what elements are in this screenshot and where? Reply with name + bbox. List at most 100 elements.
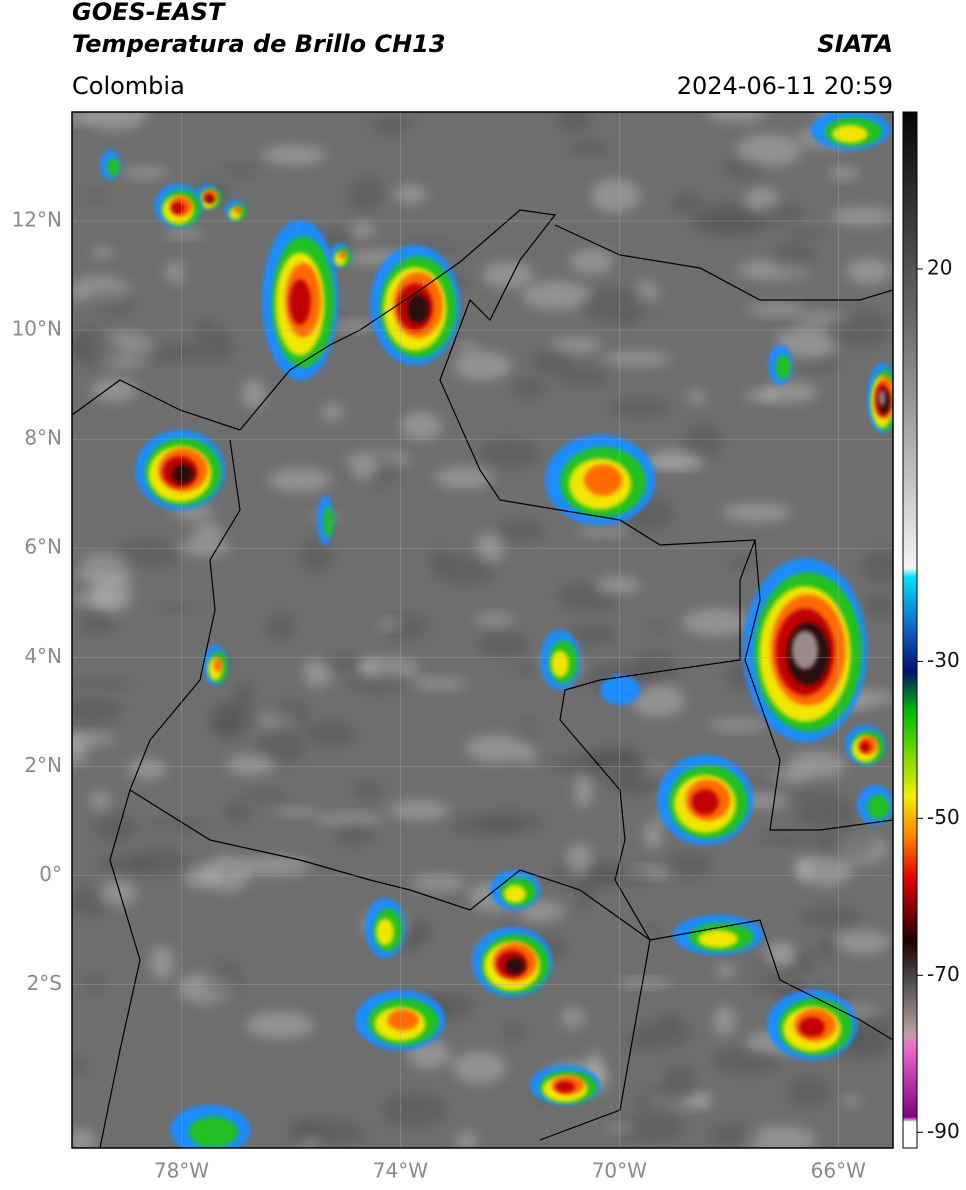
cloud [568, 141, 610, 156]
cloud [411, 875, 467, 891]
cloud [435, 555, 499, 585]
convective-cell [878, 390, 886, 406]
cloud [845, 258, 893, 284]
cloud [521, 721, 539, 734]
cloud [794, 857, 811, 880]
satellite-image [72, 112, 893, 1148]
cloud [828, 166, 860, 180]
cloud [482, 261, 534, 288]
cloud [616, 978, 673, 988]
lat-tick-label: 8°N [24, 426, 62, 450]
cloud [670, 193, 704, 213]
cloud [511, 378, 548, 398]
cloud [618, 315, 636, 325]
cloud [475, 531, 504, 566]
colorbar-tick-label: -90 [927, 1119, 960, 1143]
map-frame [71, 111, 894, 1149]
convective-cell [698, 930, 738, 948]
cloud [205, 962, 242, 998]
cloud [776, 327, 838, 359]
cloud [456, 1131, 477, 1148]
cloud [635, 1020, 692, 1048]
cloud [799, 907, 862, 928]
cloud [751, 979, 805, 991]
cloud [692, 1093, 714, 1107]
cloud [792, 360, 845, 370]
cloud [315, 813, 384, 826]
colorbar-tick-label: 20 [927, 255, 952, 279]
cloud [649, 622, 668, 634]
cloud [452, 1051, 507, 1084]
cloud [560, 1007, 585, 1029]
cloud [149, 945, 175, 980]
cloud [191, 523, 225, 542]
cloud [165, 261, 185, 284]
cloud [557, 367, 611, 386]
cloud [569, 624, 618, 645]
border [539, 939, 651, 1141]
cloud [453, 350, 512, 381]
convective-cell [188, 1116, 238, 1148]
cloud [618, 1114, 686, 1142]
cloud [207, 329, 232, 348]
cloud [457, 342, 477, 352]
cloud [787, 751, 847, 778]
convective-cell [208, 197, 214, 203]
convective-cell [289, 279, 311, 325]
lon-tick-label: 70°W [592, 1159, 647, 1183]
cloud [154, 603, 201, 612]
convective-cell [376, 918, 394, 946]
cloud [387, 800, 451, 820]
cloud [275, 808, 320, 817]
cloud [610, 399, 669, 417]
cloud [834, 929, 891, 954]
lat-tick-label: 2°S [27, 971, 62, 995]
convective-cell [799, 1017, 825, 1037]
cloud [348, 222, 376, 238]
region: Colombia [72, 72, 185, 100]
cloud [256, 730, 306, 766]
cloud [606, 1123, 635, 1132]
cloud [831, 206, 893, 226]
cloud [735, 134, 803, 167]
convective-cell [832, 125, 868, 143]
cloud [550, 337, 601, 353]
cloud [478, 438, 540, 468]
cloud [721, 503, 793, 522]
cloud [115, 539, 188, 567]
cloud [465, 734, 524, 762]
cloud [531, 349, 571, 375]
cloud [222, 800, 254, 822]
cloud [72, 1058, 89, 1073]
cloud [306, 720, 357, 747]
convective-cell [234, 206, 242, 214]
convective-cell [859, 741, 871, 753]
cloud [144, 820, 215, 830]
cloud [706, 112, 767, 122]
cloud [709, 1123, 762, 1148]
cloud [322, 403, 343, 422]
cloud [688, 389, 706, 405]
lon-tick-label: 66°W [811, 1159, 866, 1183]
cloud [81, 112, 148, 130]
cloud [220, 164, 261, 175]
cloud [245, 1011, 315, 1039]
cloud [125, 347, 181, 364]
cloud [347, 670, 412, 693]
cloud [713, 1005, 736, 1037]
cloud [860, 548, 893, 584]
cloud [72, 679, 136, 688]
cloud [353, 782, 384, 798]
cloud [682, 608, 751, 636]
cloud [121, 166, 169, 179]
cloud [79, 337, 126, 367]
subtitle: Temperatura de Brillo CH13 [72, 30, 446, 58]
convective-cell [551, 650, 569, 678]
convective-cell [583, 464, 623, 496]
cloud [381, 1092, 448, 1128]
cloud [371, 114, 412, 135]
cloud [411, 678, 468, 689]
convective-cell [600, 675, 640, 705]
cloud [299, 538, 334, 574]
